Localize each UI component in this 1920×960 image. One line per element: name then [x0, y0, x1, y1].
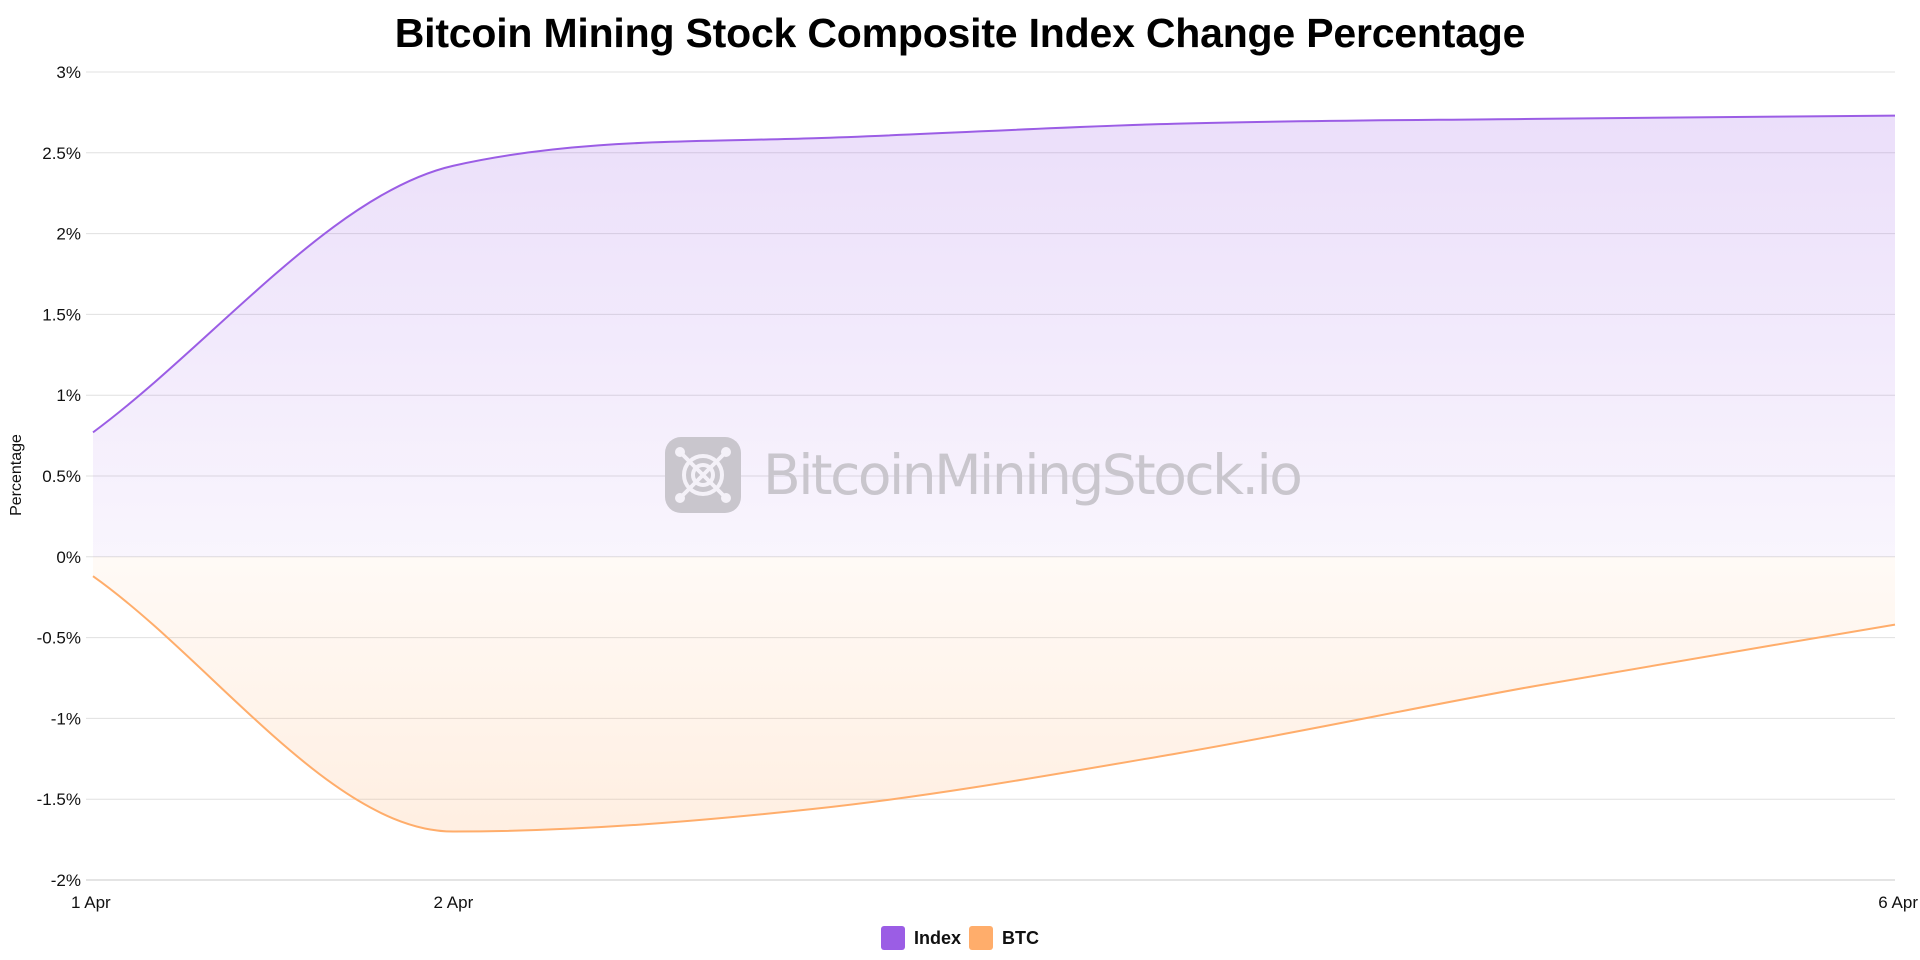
- x-axis: 1 Apr 2 Apr 6 Apr: [71, 893, 1918, 912]
- y-axis-title: Percentage: [8, 434, 25, 516]
- legend-item-index[interactable]: Index: [880, 926, 961, 950]
- y-tick-label: 3%: [56, 63, 81, 82]
- point-index[interactable]: [1529, 113, 1541, 125]
- legend-label-index: Index: [913, 927, 961, 948]
- point-btc[interactable]: [447, 826, 459, 838]
- y-tick-label: 0%: [56, 548, 81, 567]
- area-index: [93, 115, 1895, 557]
- point-index[interactable]: [808, 132, 820, 144]
- point-btc[interactable]: [1889, 619, 1901, 631]
- point-index[interactable]: [1889, 110, 1901, 122]
- point-btc[interactable]: [808, 803, 820, 815]
- y-tick-label: -2%: [51, 871, 81, 890]
- point-btc[interactable]: [1168, 748, 1180, 760]
- chart-title: Bitcoin Mining Stock Composite Index Cha…: [394, 10, 1526, 56]
- point-btc[interactable]: [87, 570, 99, 582]
- point-index[interactable]: [447, 160, 459, 172]
- legend-label-btc: BTC: [1002, 927, 1039, 948]
- y-tick-label: -1%: [51, 709, 81, 728]
- watermark: BitcoinMiningStock.io: [665, 437, 1303, 513]
- y-tick-label: 0.5%: [42, 467, 81, 486]
- mining-chip-logo-icon: [665, 437, 741, 513]
- x-tick-label: 6 Apr: [1878, 893, 1918, 912]
- point-index[interactable]: [87, 426, 99, 438]
- y-axis: 3% 2.5% 2% 1.5% 1% 0.5% 0% -0.5% -1% -1.5% -2%: [37, 63, 81, 890]
- legend-swatch-index: [880, 926, 905, 950]
- point-index[interactable]: [1168, 118, 1180, 130]
- x-tick-label: 1 Apr: [71, 893, 111, 912]
- line-btc[interactable]: [92, 575, 1896, 833]
- y-tick-label: 1.5%: [42, 305, 81, 324]
- y-tick-label: 2.5%: [42, 144, 81, 163]
- point-btc[interactable]: [1529, 680, 1541, 692]
- legend-item-btc[interactable]: BTC: [969, 926, 1039, 950]
- y-tick-label: 1%: [56, 386, 81, 405]
- series-areas: [93, 115, 1895, 832]
- legend-swatch-btc: [969, 926, 993, 950]
- series-lines: [87, 110, 1901, 838]
- area-btc: [93, 556, 1895, 832]
- y-tick-label: 2%: [56, 225, 81, 244]
- x-tick-label: 2 Apr: [434, 893, 474, 912]
- y-tick-label: -0.5%: [37, 629, 81, 648]
- y-tick-label: -1.5%: [37, 790, 81, 809]
- legend: Index BTC: [0, 926, 1920, 950]
- line-index[interactable]: [92, 114, 1896, 434]
- watermark-text: BitcoinMiningStock.io: [763, 443, 1303, 507]
